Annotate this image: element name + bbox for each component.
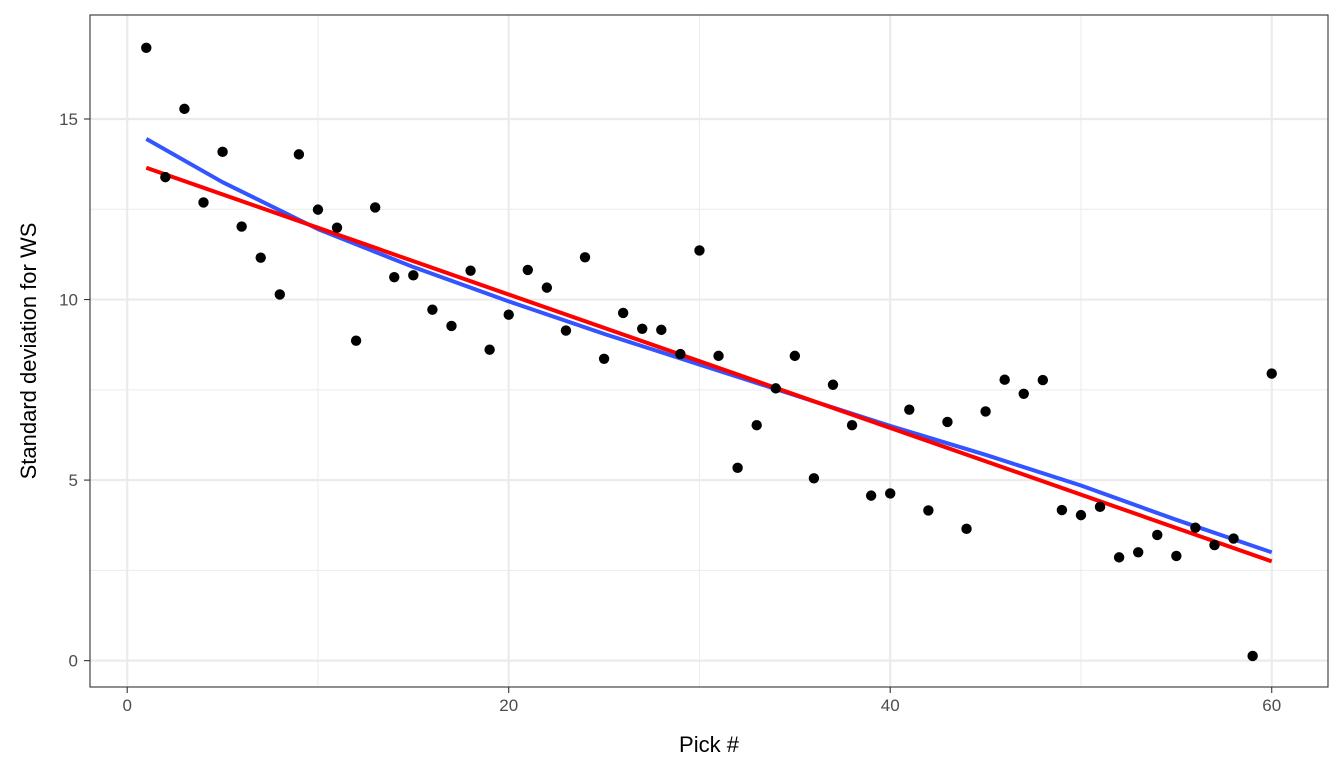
fit-lines	[145, 137, 1273, 564]
data-point	[713, 350, 724, 362]
data-point	[198, 197, 209, 208]
data-point	[675, 348, 686, 360]
data-point	[1247, 650, 1258, 662]
data-point	[141, 42, 152, 54]
data-point	[1190, 522, 1201, 533]
data-point	[255, 252, 266, 263]
fit-line-blue	[145, 137, 1273, 555]
x-tick-label: 60	[1262, 696, 1281, 715]
data-point	[827, 379, 839, 390]
data-point	[1056, 504, 1068, 516]
data-point	[1018, 388, 1029, 399]
data-point	[980, 406, 991, 417]
x-axis-title: Pick #	[679, 732, 740, 757]
data-point	[846, 420, 858, 431]
fit-line-red	[145, 165, 1273, 564]
data-point	[1171, 550, 1182, 562]
data-point	[465, 265, 476, 276]
data-point	[617, 307, 629, 319]
axis-ticks	[84, 118, 1273, 693]
y-tick-label: 0	[69, 652, 78, 671]
data-point	[408, 270, 419, 281]
data-point	[1094, 501, 1106, 513]
data-point	[446, 320, 457, 332]
x-tick-label: 0	[122, 696, 131, 715]
y-axis-title: Standard deviation for WS	[16, 223, 41, 480]
data-point	[961, 523, 972, 535]
data-point	[179, 103, 190, 115]
data-point	[923, 505, 934, 516]
data-point	[541, 282, 553, 293]
data-point	[484, 344, 495, 355]
y-tick-label: 10	[59, 291, 78, 310]
data-point	[1113, 552, 1125, 563]
data-point	[503, 309, 514, 320]
data-point	[598, 353, 610, 364]
data-point	[694, 245, 705, 256]
major-gridlines	[90, 15, 1328, 687]
data-point	[637, 323, 648, 334]
data-point	[236, 221, 247, 232]
data-point	[1132, 547, 1144, 558]
x-tick-label: 20	[499, 696, 518, 715]
data-point	[865, 490, 877, 501]
data-point	[293, 149, 305, 160]
data-point	[427, 304, 438, 315]
data-point	[885, 488, 896, 499]
data-point	[560, 325, 572, 336]
data-point	[217, 146, 228, 158]
data-point	[1152, 529, 1163, 541]
minor-gridlines	[90, 15, 1328, 687]
data-point	[274, 289, 286, 300]
data-point	[389, 271, 400, 283]
data-point	[350, 335, 362, 346]
data-point	[999, 374, 1010, 385]
tick-labels: 0 20 40 60 0 5 10 15	[59, 110, 1281, 715]
data-point	[1075, 509, 1087, 521]
data-point	[331, 222, 343, 233]
data-points	[141, 42, 1277, 662]
data-point	[312, 204, 324, 215]
data-point	[732, 462, 743, 474]
y-tick-label: 5	[69, 471, 78, 490]
data-point	[522, 264, 533, 276]
data-point	[1228, 533, 1239, 544]
data-point	[1209, 539, 1220, 551]
data-point	[369, 202, 381, 213]
data-point	[1266, 368, 1277, 379]
data-point	[770, 383, 781, 394]
data-point	[789, 350, 801, 362]
y-tick-label: 15	[59, 110, 78, 129]
data-point	[904, 404, 915, 415]
data-point	[579, 252, 591, 263]
data-point	[808, 473, 820, 484]
data-point	[656, 324, 667, 336]
data-point	[751, 420, 762, 431]
data-point	[942, 416, 953, 428]
x-tick-label: 40	[881, 696, 900, 715]
panel-border	[89, 14, 1329, 688]
data-point	[160, 171, 171, 183]
data-point	[1037, 374, 1049, 386]
